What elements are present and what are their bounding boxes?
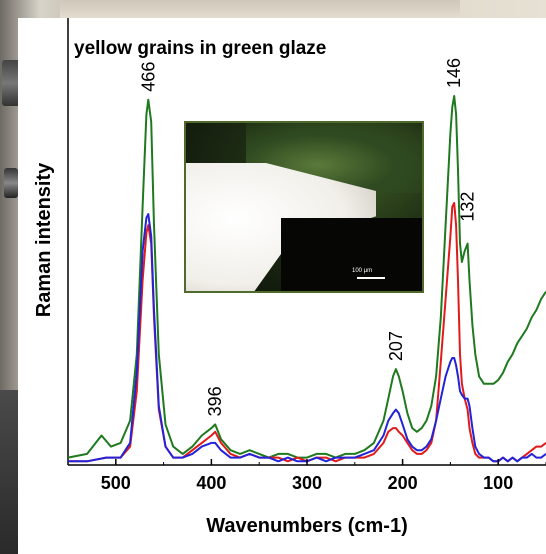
microscope-inset-image: 100 µm xyxy=(184,121,424,293)
peak-label-132: 132 xyxy=(458,192,478,222)
background-knob-2 xyxy=(4,168,18,198)
inset-dark-region xyxy=(281,218,422,291)
y-axis-label: Raman intensity xyxy=(33,162,55,317)
x-tick-label: 400 xyxy=(196,473,226,493)
peak-labels-layer: 466 396 207 146 132 xyxy=(138,58,477,416)
inset-scale-label: 100 µm xyxy=(352,268,373,274)
x-tick-label: 500 xyxy=(101,473,131,493)
chart-title: yellow grains in green glaze xyxy=(74,38,326,59)
x-tick-label: 100 xyxy=(483,473,513,493)
peak-label-466: 466 xyxy=(138,62,158,92)
peak-label-207: 207 xyxy=(386,331,406,361)
ticks-layer: 500 400 300 200 100 xyxy=(67,459,546,493)
inset-scale-bar xyxy=(357,277,385,279)
x-tick-label: 200 xyxy=(388,473,418,493)
background-knob xyxy=(2,60,20,106)
series-line-1 xyxy=(67,95,546,459)
x-axis-label: Wavenumbers (cm-1) xyxy=(206,515,408,537)
series-layer xyxy=(67,95,546,463)
background-strip xyxy=(60,0,460,18)
peak-label-146: 146 xyxy=(444,58,464,88)
series-line-3 xyxy=(68,213,546,463)
x-tick-label: 300 xyxy=(292,473,322,493)
peak-label-396: 396 xyxy=(205,386,225,416)
